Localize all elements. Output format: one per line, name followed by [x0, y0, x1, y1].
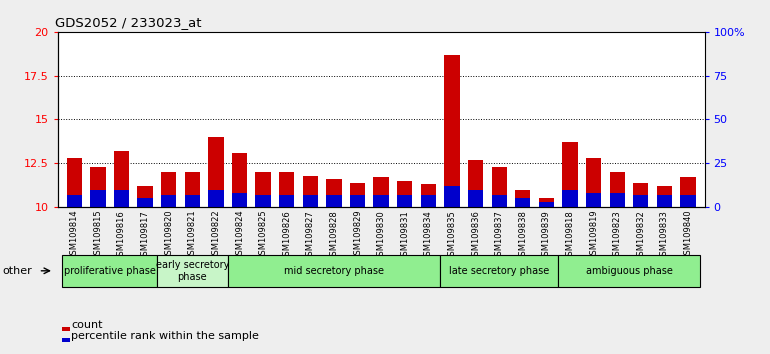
Bar — [468, 160, 484, 207]
Bar — [232, 193, 247, 207]
Text: ambiguous phase: ambiguous phase — [585, 266, 672, 276]
Bar — [586, 158, 601, 207]
Bar — [515, 190, 531, 207]
Bar — [185, 172, 200, 207]
Bar — [610, 172, 625, 207]
Bar — [66, 195, 82, 207]
FancyBboxPatch shape — [157, 255, 228, 287]
Bar — [256, 195, 271, 207]
Bar — [350, 183, 365, 207]
Bar — [208, 190, 223, 207]
Text: early secretory
phase: early secretory phase — [156, 260, 229, 282]
Bar — [326, 179, 342, 207]
FancyBboxPatch shape — [440, 255, 558, 287]
Bar — [539, 198, 554, 207]
Bar — [208, 137, 223, 207]
Bar — [137, 186, 152, 207]
Bar — [491, 167, 507, 207]
Bar — [657, 195, 672, 207]
Bar — [562, 142, 578, 207]
Bar — [373, 195, 389, 207]
Bar — [279, 195, 294, 207]
Text: mid secretory phase: mid secretory phase — [284, 266, 384, 276]
Bar — [90, 167, 105, 207]
Bar — [420, 184, 436, 207]
Bar — [256, 172, 271, 207]
Bar — [633, 195, 648, 207]
Bar — [137, 198, 152, 207]
FancyBboxPatch shape — [558, 255, 700, 287]
Text: percentile rank within the sample: percentile rank within the sample — [72, 331, 259, 341]
FancyBboxPatch shape — [62, 255, 157, 287]
Text: other: other — [2, 266, 32, 276]
Bar — [350, 195, 365, 207]
Bar — [444, 186, 460, 207]
Bar — [90, 190, 105, 207]
FancyBboxPatch shape — [228, 255, 440, 287]
Bar — [303, 176, 318, 207]
Bar — [373, 177, 389, 207]
Bar — [681, 195, 696, 207]
Bar — [326, 195, 342, 207]
Bar — [279, 172, 294, 207]
Bar — [161, 172, 176, 207]
Bar — [303, 195, 318, 207]
Bar — [185, 195, 200, 207]
Bar — [397, 195, 413, 207]
Bar — [114, 151, 129, 207]
Text: GDS2052 / 233023_at: GDS2052 / 233023_at — [55, 16, 201, 29]
Bar — [633, 183, 648, 207]
Bar — [586, 193, 601, 207]
Bar — [539, 202, 554, 207]
Text: late secretory phase: late secretory phase — [449, 266, 549, 276]
Bar — [232, 153, 247, 207]
Bar — [562, 190, 578, 207]
Bar — [444, 55, 460, 207]
Bar — [681, 177, 696, 207]
Bar — [515, 198, 531, 207]
Bar — [397, 181, 413, 207]
Bar — [657, 186, 672, 207]
Text: count: count — [72, 320, 103, 330]
Bar — [161, 195, 176, 207]
Bar — [66, 158, 82, 207]
Text: proliferative phase: proliferative phase — [64, 266, 156, 276]
Bar — [610, 193, 625, 207]
Bar — [420, 195, 436, 207]
Bar — [114, 190, 129, 207]
Bar — [468, 190, 484, 207]
Bar — [491, 195, 507, 207]
